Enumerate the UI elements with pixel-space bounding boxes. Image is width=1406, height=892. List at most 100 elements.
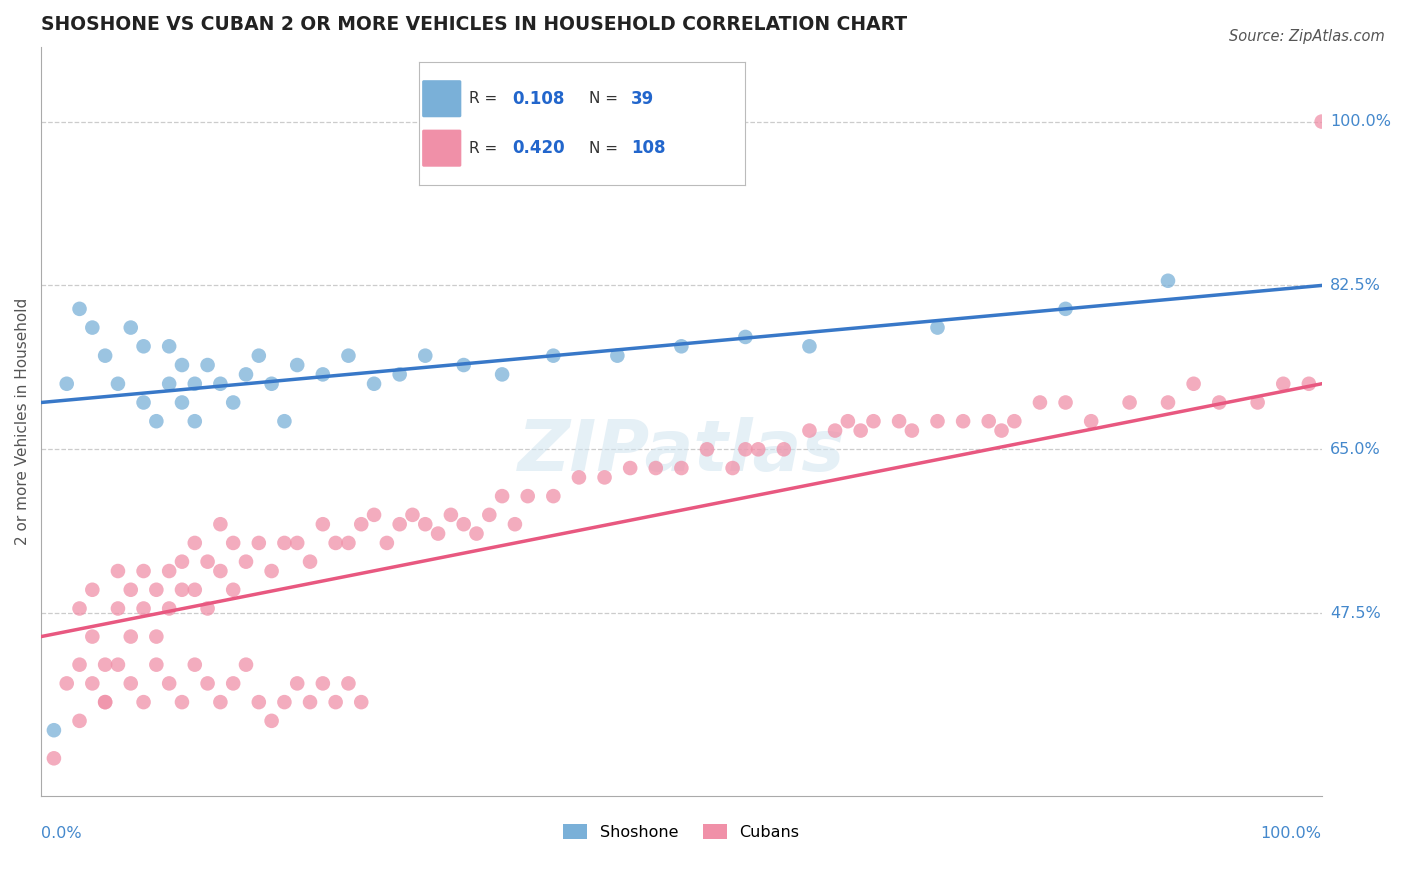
Point [273, 536, 295, 550]
Point [273, 414, 295, 428]
Point [260, 564, 283, 578]
Point [619, 461, 641, 475]
Point [184, 582, 207, 597]
Point [247, 349, 270, 363]
Point [401, 508, 423, 522]
Point [222, 536, 245, 550]
Point [1054, 301, 1077, 316]
Point [170, 358, 193, 372]
Point [478, 508, 501, 522]
Point [235, 657, 257, 672]
Point [94, 349, 117, 363]
Point [1272, 376, 1295, 391]
Point [299, 555, 322, 569]
Point [453, 358, 475, 372]
Point [145, 657, 167, 672]
Point [170, 395, 193, 409]
Point [82, 320, 104, 334]
Point [273, 695, 295, 709]
Point [337, 536, 360, 550]
Point [260, 714, 283, 728]
Point [94, 695, 117, 709]
Point [197, 555, 219, 569]
Point [55, 676, 77, 690]
Point [491, 489, 513, 503]
Point [734, 330, 756, 344]
Text: ZIPatlas: ZIPatlas [517, 417, 845, 485]
Point [170, 582, 193, 597]
Text: 100.0%: 100.0% [1330, 114, 1391, 129]
Point [184, 376, 207, 391]
Point [94, 695, 117, 709]
Text: 0.0%: 0.0% [41, 826, 82, 841]
Point [69, 301, 91, 316]
Point [427, 526, 450, 541]
Text: SHOSHONE VS CUBAN 2 OR MORE VEHICLES IN HOUSEHOLD CORRELATION CHART: SHOSHONE VS CUBAN 2 OR MORE VEHICLES IN … [41, 15, 907, 34]
Point [824, 424, 846, 438]
Point [209, 695, 232, 709]
Point [107, 601, 129, 615]
Point [977, 414, 1000, 428]
Point [721, 461, 744, 475]
Point [747, 442, 769, 457]
Point [1054, 395, 1077, 409]
Point [671, 339, 693, 353]
Text: 47.5%: 47.5% [1330, 606, 1381, 621]
Point [927, 414, 949, 428]
Point [69, 714, 91, 728]
Point [184, 414, 207, 428]
Point [799, 339, 821, 353]
Point [440, 508, 463, 522]
Legend: Shoshone, Cubans: Shoshone, Cubans [564, 824, 800, 840]
Point [132, 339, 155, 353]
Point [69, 657, 91, 672]
Point [388, 517, 411, 532]
Point [606, 349, 628, 363]
Point [337, 349, 360, 363]
Point [235, 555, 257, 569]
Point [375, 536, 398, 550]
Point [952, 414, 974, 428]
Text: Source: ZipAtlas.com: Source: ZipAtlas.com [1229, 29, 1385, 44]
Point [1246, 395, 1268, 409]
Y-axis label: 2 or more Vehicles in Household: 2 or more Vehicles in Household [15, 298, 30, 545]
Point [465, 526, 488, 541]
Point [568, 470, 591, 484]
Point [1029, 395, 1052, 409]
Point [157, 564, 180, 578]
Point [107, 564, 129, 578]
Point [209, 564, 232, 578]
Point [247, 536, 270, 550]
Text: 65.0%: 65.0% [1330, 442, 1381, 457]
Point [69, 601, 91, 615]
Point [285, 358, 308, 372]
Point [42, 751, 65, 765]
Point [132, 695, 155, 709]
Point [413, 349, 436, 363]
Point [927, 320, 949, 334]
Point [197, 358, 219, 372]
Point [644, 461, 666, 475]
Point [312, 517, 335, 532]
Point [887, 414, 910, 428]
Point [363, 376, 385, 391]
Point [107, 657, 129, 672]
Point [1298, 376, 1320, 391]
Point [413, 517, 436, 532]
Point [862, 414, 884, 428]
Point [132, 601, 155, 615]
Point [222, 395, 245, 409]
Point [42, 723, 65, 738]
Point [145, 630, 167, 644]
Point [312, 368, 335, 382]
Point [799, 424, 821, 438]
Point [990, 424, 1012, 438]
Point [1310, 114, 1333, 128]
Point [285, 676, 308, 690]
Point [184, 536, 207, 550]
Point [299, 695, 322, 709]
Point [157, 376, 180, 391]
Point [157, 601, 180, 615]
Point [209, 376, 232, 391]
Point [1157, 395, 1180, 409]
